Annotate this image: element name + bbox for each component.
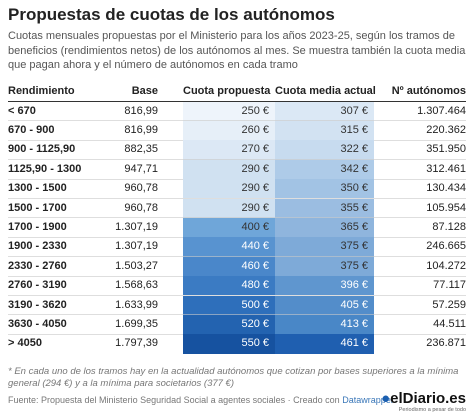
table-cell: 365 € <box>275 217 374 238</box>
row-label: 1700 - 1900 <box>8 220 67 233</box>
table-cell: 351.950 <box>426 143 466 156</box>
subtitle: Cuotas mensuales propuestas por el Minis… <box>8 30 466 71</box>
table-cell: 461 € <box>275 334 374 354</box>
table-cell: 44.511 <box>433 317 466 330</box>
table-cell: 1.503,27 <box>115 259 158 272</box>
row-label: 1500 - 1700 <box>8 201 67 214</box>
row-label: 900 - 1125,90 <box>8 143 76 156</box>
table-cell: 312.461 <box>426 162 466 175</box>
table-cell: 236.871 <box>426 337 466 350</box>
source-text: Fuente: Propuesta del Ministerio Segurid… <box>8 395 343 405</box>
table-cell: 1.307,19 <box>115 220 158 233</box>
table-cell: 57.259 <box>432 298 466 311</box>
table-cell: 315 € <box>275 120 374 141</box>
table-cell: 322 € <box>275 140 374 160</box>
source-link[interactable]: Datawrapper <box>342 395 394 405</box>
table-cell: 882,35 <box>124 143 158 156</box>
header-rule <box>8 100 466 102</box>
table-cell: 405 € <box>275 295 374 315</box>
table-cell: 350 € <box>275 179 374 199</box>
row-label: > 4050 <box>8 337 42 350</box>
table-cell: 1.568,63 <box>115 279 158 292</box>
table-cell: 270 € <box>183 140 275 160</box>
row-label: < 670 <box>8 104 36 117</box>
source: Fuente: Propuesta del Ministerio Segurid… <box>8 395 394 405</box>
table-cell: 290 € <box>183 198 275 218</box>
title: Propuestas de cuotas de los autónomos <box>8 5 335 24</box>
table-cell: 355 € <box>275 198 374 218</box>
row-label: 1125,90 - 1300 <box>8 162 82 175</box>
table-cell: 220.362 <box>426 123 466 136</box>
table-cell: 1.307,19 <box>115 240 158 253</box>
table-cell: 342 € <box>275 159 374 180</box>
table-cell: 1.633,99 <box>115 298 158 311</box>
table-cell: 400 € <box>183 217 275 238</box>
row-label: 2760 - 3190 <box>8 279 67 292</box>
row-label: 3190 - 3620 <box>8 298 67 311</box>
table-cell: 290 € <box>183 159 275 180</box>
table-cell: 105.954 <box>426 201 466 214</box>
table-cell: 947,71 <box>124 162 158 175</box>
table-cell: 375 € <box>275 237 374 257</box>
table-cell: 816,99 <box>124 123 158 136</box>
row-label: 1300 - 1500 <box>8 182 67 195</box>
table-cell: 87.128 <box>432 220 466 233</box>
table-cell: 520 € <box>183 314 275 335</box>
table-cell: 307 € <box>275 101 374 121</box>
row-label: 2330 - 2760 <box>8 259 67 272</box>
table-cell: 104.272 <box>426 259 466 272</box>
table-cell: 550 € <box>183 334 275 354</box>
table-cell: 260 € <box>183 120 275 141</box>
logo-name: ●elDiario.es <box>381 390 466 407</box>
table-cell: 480 € <box>183 276 275 296</box>
table-cell: 460 € <box>183 256 275 277</box>
logo-text: elDiario.es <box>390 390 466 407</box>
table-cell: 960,78 <box>124 182 158 195</box>
table-cell: 413 € <box>275 314 374 335</box>
table-cell: 290 € <box>183 179 275 199</box>
row-label: 3630 - 4050 <box>8 317 67 330</box>
header-cell: Cuota propuesta <box>183 85 271 97</box>
table-cell: 77.117 <box>433 279 466 292</box>
table-cell: 1.307.464 <box>417 104 466 117</box>
table-cell: 130.434 <box>426 182 466 195</box>
header-cell: Cuota media actual <box>275 85 376 97</box>
logo-tagline: Periodismo a pesar de todo <box>398 407 466 413</box>
table-cell: 246.665 <box>426 240 466 253</box>
table: Rendimiento Base Cuota propuesta Cuota medi… <box>0 82 474 360</box>
header-cell: Rendimiento <box>8 85 75 97</box>
logo: ●elDiario.es Periodismo a pesar de todo <box>381 390 466 413</box>
header-cell: Nº autónomos <box>391 85 466 97</box>
table-cell: 375 € <box>275 256 374 277</box>
table-cell: 816,99 <box>124 104 158 117</box>
table-cell: 396 € <box>275 276 374 296</box>
table-cell: 440 € <box>183 237 275 257</box>
table-cell: 960,78 <box>124 201 158 214</box>
row-label: 670 - 900 <box>8 123 55 136</box>
header-cell: Base <box>131 85 158 97</box>
table-cell: 1.699,35 <box>115 317 158 330</box>
table-cell: 1.797,39 <box>115 337 158 350</box>
row-label: 1900 - 2330 <box>8 240 67 253</box>
table-cell: 500 € <box>183 295 275 315</box>
footnote: * En cada uno de los tramos hay en la ac… <box>8 366 459 389</box>
table-cell: 250 € <box>183 101 275 121</box>
